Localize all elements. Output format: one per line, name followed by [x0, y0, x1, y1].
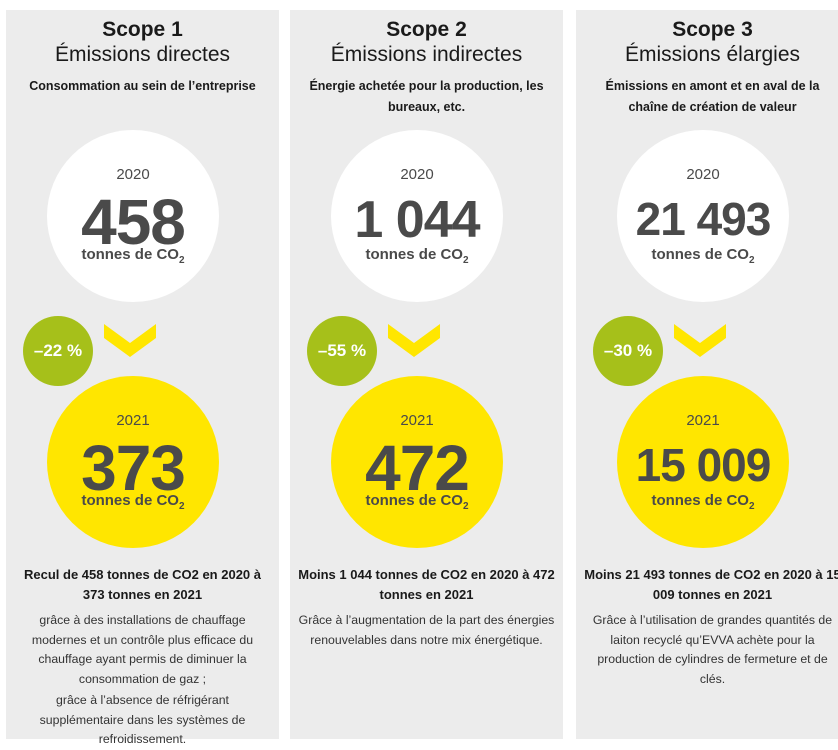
summary-text: Recul de 458 tonnes de CO2 en 2020 à 373… [24, 567, 261, 602]
chevron-down-icon [104, 324, 156, 357]
emissions-2021-circle: 2021 15 009 tonnes de CO2 [617, 376, 789, 548]
scope-title: Scope 2 [386, 18, 467, 41]
scope-subtitle: Émissions élargies [624, 43, 801, 66]
detail-text: Grâce à l’augmentation de la part des én… [298, 613, 555, 647]
detail-text: grâce à des installations de chauffage m… [31, 613, 254, 686]
year-label: 2020 [400, 166, 434, 183]
detail-text: Grâce à l’utilisation de grandes quantit… [592, 613, 833, 686]
reduction-percent: –30 % [603, 341, 653, 360]
chevron-down-icon [388, 324, 440, 357]
unit-label: tonnes de CO2 [365, 492, 469, 512]
scope-3-panel: Scope 3 Émissions élargies Émissions en … [576, 10, 838, 739]
emissions-2021-circle: 2021 472 tonnes de CO2 [331, 376, 503, 548]
emissions-2020-circle: 2020 21 493 tonnes de CO2 [617, 130, 789, 302]
emissions-2020-circle: 2020 1 044 tonnes de CO2 [331, 130, 503, 302]
year-label: 2020 [116, 166, 150, 183]
scope-subtitle: Émissions directes [54, 43, 231, 66]
emissions-2020-circle: 2020 458 tonnes de CO2 [47, 130, 219, 302]
emissions-value: 15 009 [635, 439, 772, 491]
reduction-percent: –22 % [33, 341, 83, 360]
scope-description: Émissions en amont et en aval de la chaî… [605, 79, 820, 114]
scope-description: Consommation au sein de l’entreprise [29, 79, 256, 93]
reduction-percent: –55 % [317, 341, 367, 360]
unit-label: tonnes de CO2 [365, 246, 469, 266]
unit-label: tonnes de CO2 [81, 246, 185, 266]
scope-title: Scope 1 [102, 18, 183, 41]
summary-text: Moins 1 044 tonnes de CO2 en 2020 à 472 … [298, 567, 555, 602]
chevron-down-icon [674, 324, 726, 357]
year-label: 2020 [686, 166, 720, 183]
reduction-badge: –55 % [307, 316, 377, 386]
scope-subtitle: Émissions indirectes [330, 43, 523, 66]
scope-2-panel: Scope 2 Émissions indirectes Énergie ach… [290, 10, 563, 739]
emissions-2021-circle: 2021 373 tonnes de CO2 [47, 376, 219, 548]
scope-1-panel: Scope 1 Émissions directes Consommation … [6, 10, 279, 746]
detail-text: grâce à l’absence de réfrigérant supplém… [39, 693, 246, 746]
emissions-value: 472 [365, 432, 470, 504]
unit-label: tonnes de CO2 [651, 492, 755, 512]
emissions-value: 21 493 [635, 193, 772, 245]
reduction-badge: –30 % [593, 316, 663, 386]
scope-title: Scope 3 [672, 18, 753, 41]
emissions-value: 458 [81, 186, 186, 258]
year-label: 2021 [400, 412, 434, 429]
unit-label: tonnes de CO2 [81, 492, 185, 512]
reduction-badge: –22 % [23, 316, 93, 386]
year-label: 2021 [686, 412, 720, 429]
emissions-value: 373 [81, 432, 186, 504]
unit-label: tonnes de CO2 [651, 246, 755, 266]
scope-description: Énergie achetée pour la production, les … [309, 79, 544, 114]
year-label: 2021 [116, 412, 150, 429]
summary-text: Moins 21 493 tonnes de CO2 en 2020 à 15 … [584, 567, 838, 602]
emissions-value: 1 044 [354, 191, 480, 249]
